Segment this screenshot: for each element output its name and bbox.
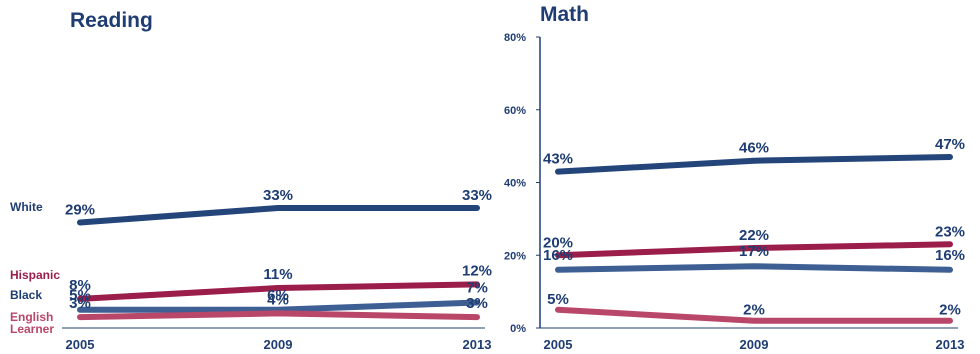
- math-point-hispanic: [753, 247, 755, 249]
- math-y-tick-label: 80%: [504, 32, 526, 44]
- reading-x-tick-label: 2009: [264, 337, 293, 352]
- math-data-label-english-learner: 2%: [743, 302, 765, 319]
- legend-label-english-learner-line2: Learner: [10, 322, 54, 336]
- math-point-white: [557, 171, 559, 173]
- legend-label-hispanic: Hispanic: [10, 268, 60, 282]
- math-point-hispanic: [557, 254, 559, 256]
- math-line-black: [555, 263, 953, 273]
- reading-data-label-hispanic: 8%: [69, 277, 91, 294]
- math-data-label-hispanic: 22%: [739, 227, 769, 244]
- math-x-tick-label: 2009: [740, 337, 769, 352]
- math-data-label-english-learner: 2%: [939, 302, 961, 319]
- reading-point-english-learner: [79, 316, 81, 318]
- reading-x-tick-label: 2005: [66, 337, 95, 352]
- reading-data-label-black: 7%: [466, 280, 488, 297]
- reading-data-label-white: 29%: [65, 202, 95, 219]
- reading-point-black: [476, 302, 478, 303]
- legend-label-black: Black: [10, 288, 42, 302]
- math-x-tick-label: 2013: [936, 337, 965, 352]
- reading-point-white: [277, 207, 279, 209]
- math-data-label-hispanic: 20%: [543, 234, 573, 251]
- math-point-english-learner: [949, 320, 951, 322]
- math-data-label-english-learner: 5%: [547, 291, 569, 308]
- math-line-white: [555, 154, 953, 175]
- math-point-black: [557, 269, 559, 271]
- reading-data-label-hispanic: 11%: [263, 266, 292, 283]
- math-point-white: [949, 156, 951, 158]
- math-x-tick-label: 2005: [544, 337, 573, 352]
- reading-point-black: [277, 309, 279, 311]
- reading-point-white: [476, 207, 478, 209]
- legend-label-white: White: [10, 200, 43, 214]
- math-data-label-black: 16%: [543, 247, 573, 264]
- reading-data-label-english-learner: 4%: [267, 291, 289, 308]
- reading-point-english-learner: [277, 312, 279, 314]
- math-data-label-black: 17%: [739, 243, 769, 260]
- math-point-english-learner: [753, 320, 755, 322]
- reading-title: Reading: [70, 9, 153, 32]
- math-point-black: [949, 269, 951, 271]
- legend-label-english-learner-line1: English: [10, 310, 53, 324]
- math-y-tick-label: 0%: [510, 323, 526, 335]
- math-point-english-learner: [557, 309, 559, 311]
- math-data-label-white: 43%: [543, 151, 573, 168]
- reading-data-label-black: 5%: [69, 287, 91, 304]
- math-point-hispanic: [949, 243, 951, 245]
- math-point-white: [753, 160, 755, 162]
- reading-point-hispanic: [277, 287, 279, 289]
- reading-point-hispanic: [79, 298, 81, 300]
- reading-data-label-white: 33%: [263, 187, 293, 204]
- reading-data-label-english-learner: 3%: [466, 295, 488, 312]
- math-data-label-white: 46%: [739, 140, 769, 157]
- math-title: Math: [540, 3, 589, 26]
- reading-point-english-learner: [476, 316, 478, 318]
- reading-data-label-english-learner: 3%: [69, 295, 91, 312]
- math-y-tick-label: 40%: [504, 178, 526, 190]
- reading-data-label-white: 33%: [462, 187, 492, 204]
- reading-line-white: [77, 205, 480, 226]
- reading-point-black: [79, 309, 81, 311]
- reading-x-tick-label: 2013: [463, 337, 492, 352]
- reading-line-english-learner: [77, 310, 480, 321]
- math-data-label-black: 16%: [935, 247, 965, 264]
- reading-data-label-hispanic: 12%: [462, 262, 492, 279]
- math-data-label-hispanic: 23%: [935, 223, 965, 240]
- reading-data-label-black: 6%: [267, 287, 289, 304]
- reading-point-hispanic: [476, 283, 478, 285]
- math-point-black: [753, 265, 755, 267]
- math-y-tick-label: 20%: [504, 250, 526, 262]
- reading-point-white: [79, 222, 81, 223]
- math-data-label-white: 47%: [935, 136, 965, 153]
- math-y-tick-label: 60%: [504, 105, 526, 117]
